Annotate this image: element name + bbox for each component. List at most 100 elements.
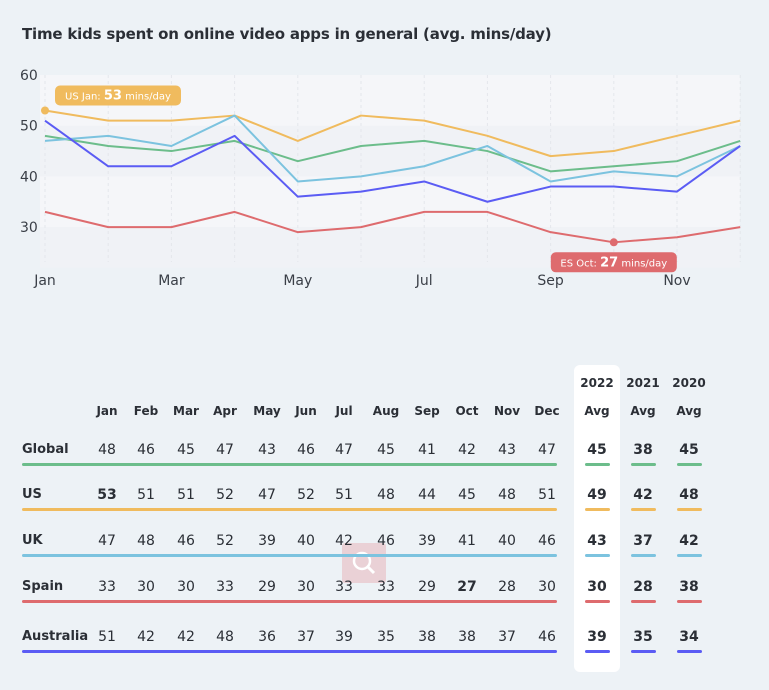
table-cell: 43: [498, 442, 516, 458]
table-cell: 37: [297, 629, 315, 645]
avg-cell: 28: [633, 579, 653, 595]
table-cell: 47: [335, 442, 353, 458]
avg-underline: [631, 463, 656, 466]
table-cell: 48: [498, 487, 516, 503]
avg-cell: 34: [679, 629, 699, 645]
table-cell: 30: [538, 579, 556, 595]
month-header: Mar: [173, 404, 199, 418]
month-header: Aug: [372, 404, 400, 418]
series-line-spain: [44, 210, 741, 244]
y-tick-label: 50: [20, 119, 38, 135]
annotation-label: ES Oct: 27 mins/day: [560, 255, 667, 270]
line-chart: 30 40 50 60 Jan Mar May Jul Sep Nov US Jan: 53 min…: [20, 68, 741, 289]
y-tick-label: 60: [20, 68, 38, 84]
table-cell: 46: [177, 533, 195, 549]
avg-cell: 38: [679, 579, 699, 595]
table-cell: 38: [458, 629, 476, 645]
row-underline: [22, 508, 557, 511]
table-cell: 29: [418, 579, 436, 595]
row-underline: [22, 554, 557, 557]
row-label: Spain: [22, 579, 64, 594]
row-label: UK: [22, 533, 43, 548]
table-cell: 40: [498, 533, 516, 549]
y-tick-label: 30: [20, 220, 38, 236]
y-tick-label: 40: [20, 169, 38, 185]
table-cell: 46: [538, 533, 556, 549]
table-cell: 38: [418, 629, 436, 645]
annotation-label-bg: [550, 252, 677, 273]
table-cell: 40: [297, 533, 315, 549]
table-cell: 45: [458, 487, 476, 503]
table-cell: 53: [97, 487, 117, 503]
annotation-label: US Jan: 53 mins/day: [65, 88, 171, 103]
avg-cell: 49: [587, 487, 607, 503]
table-cell: 29: [258, 579, 276, 595]
table-cell: 33: [98, 579, 116, 595]
month-header: Sep: [414, 404, 440, 418]
table-cell: 39: [418, 533, 436, 549]
avg-header: Avg: [584, 404, 610, 418]
x-tick-label: Jul: [415, 273, 433, 289]
plot-band: [40, 125, 740, 177]
avg-underline: [585, 650, 610, 653]
month-header: Oct: [455, 404, 479, 418]
x-tick-label: Nov: [663, 273, 690, 289]
month-header: Jul: [335, 404, 353, 418]
series-line-global: [44, 134, 741, 173]
table-cell: 41: [458, 533, 476, 549]
avg-underline: [677, 650, 702, 653]
avg-cell: 42: [633, 487, 653, 503]
row-underline: [22, 600, 557, 603]
avg-cell: 45: [679, 442, 699, 458]
table-cell: 52: [297, 487, 315, 503]
table-cell: 46: [297, 442, 315, 458]
year-header: 2020: [672, 376, 706, 390]
table-cell: 35: [377, 629, 395, 645]
table-cell: 28: [498, 579, 516, 595]
table-cell: 47: [216, 442, 234, 458]
table-cell: 47: [538, 442, 556, 458]
table-cell: 42: [177, 629, 195, 645]
avg-underline: [585, 463, 610, 466]
highlight-column-2022: [574, 365, 620, 672]
row-underline: [22, 463, 557, 466]
avg-underline: [631, 554, 656, 557]
table-cell: 47: [98, 533, 116, 549]
table-cell: 48: [137, 533, 155, 549]
avg-cell: 48: [679, 487, 699, 503]
avg-cell: 43: [587, 533, 607, 549]
avg-underline: [585, 600, 610, 603]
avg-cell: 35: [633, 629, 653, 645]
avg-cell: 42: [679, 533, 699, 549]
avg-header: Avg: [676, 404, 702, 418]
table-cell: 33: [216, 579, 234, 595]
year-header: 2021: [626, 376, 660, 390]
table-cell: 39: [335, 629, 353, 645]
table-cell: 46: [377, 533, 395, 549]
table-cell: 51: [538, 487, 556, 503]
avg-underline: [585, 508, 610, 511]
avg-underline: [631, 600, 656, 603]
avg-underline: [585, 554, 610, 557]
table-cell: 46: [137, 442, 155, 458]
table-cell: 33: [335, 579, 353, 595]
table-cell: 51: [177, 487, 195, 503]
row-label: Australia: [22, 629, 89, 644]
table-cell: 42: [137, 629, 155, 645]
year-header: 2022: [580, 376, 614, 390]
series-line-us: [44, 109, 741, 158]
table-cell: 47: [258, 487, 276, 503]
table-cell: 44: [418, 487, 436, 503]
table-cell: 30: [297, 579, 315, 595]
avg-underline: [677, 600, 702, 603]
avg-underline: [631, 650, 656, 653]
table-cell: 48: [216, 629, 234, 645]
month-header: Nov: [493, 404, 521, 418]
table-cell: 43: [258, 442, 276, 458]
avg-underline: [631, 508, 656, 511]
x-tick-label: May: [283, 273, 312, 289]
table-cell: 51: [137, 487, 155, 503]
x-tick-label: Sep: [537, 273, 564, 289]
row-underline: [22, 650, 557, 653]
